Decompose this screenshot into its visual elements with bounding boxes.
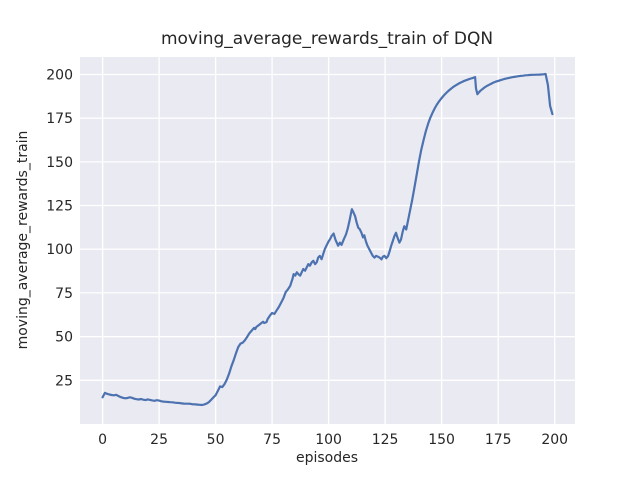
y-tick-label: 200 bbox=[46, 68, 73, 84]
y-tick-label: 25 bbox=[55, 373, 73, 389]
x-tick-label: 100 bbox=[315, 432, 342, 448]
y-axis-label: moving_average_rewards_train bbox=[15, 131, 31, 350]
gridlines bbox=[80, 57, 575, 424]
y-tick-label: 175 bbox=[46, 111, 73, 127]
x-tick-label: 150 bbox=[428, 432, 455, 448]
x-tick-label: 200 bbox=[541, 432, 568, 448]
y-tick-label: 150 bbox=[46, 155, 73, 171]
x-tick-label: 125 bbox=[372, 432, 399, 448]
x-tick-label: 50 bbox=[207, 432, 225, 448]
x-tick-label: 0 bbox=[98, 432, 107, 448]
y-tick-label: 75 bbox=[55, 286, 73, 302]
x-axis-label: episodes bbox=[296, 450, 358, 466]
x-tick-label: 25 bbox=[150, 432, 168, 448]
y-tick-label: 50 bbox=[55, 330, 73, 346]
plot-area bbox=[80, 57, 575, 424]
tick-labels: 0 25 50 75 100 125 150 175 200 25 50 75 100 125 150 175… bbox=[46, 68, 568, 449]
x-tick-label: 175 bbox=[485, 432, 512, 448]
x-tick-label: 75 bbox=[263, 432, 281, 448]
reward-line-series bbox=[101, 72, 554, 407]
y-tick-label: 125 bbox=[46, 199, 73, 215]
chart-title: moving_average_rewards_train of DQN bbox=[161, 29, 493, 49]
y-tick-label: 100 bbox=[46, 242, 73, 258]
